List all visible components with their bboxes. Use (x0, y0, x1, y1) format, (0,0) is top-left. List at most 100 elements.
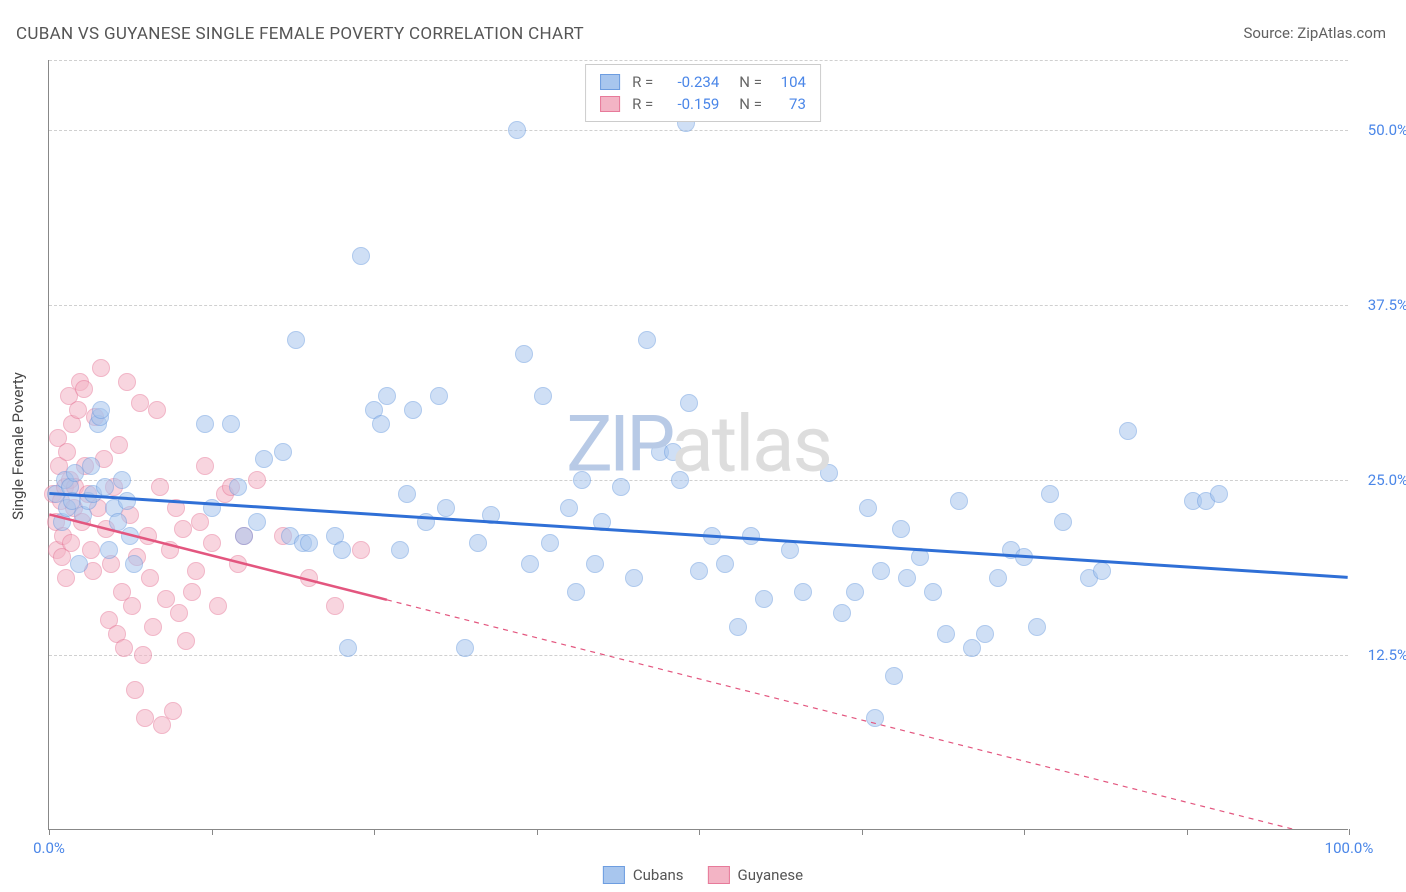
data-point (898, 569, 916, 587)
data-point (352, 541, 370, 559)
data-point (203, 534, 221, 552)
n-value-guyanese: 73 (774, 95, 806, 113)
data-point (372, 415, 390, 433)
data-point (75, 380, 93, 398)
data-point (1041, 485, 1059, 503)
data-point (161, 541, 179, 559)
data-point (1119, 422, 1137, 440)
data-point (113, 471, 131, 489)
data-point (567, 583, 585, 601)
data-point (177, 632, 195, 650)
swatch-guyanese-bottom (708, 866, 730, 884)
data-point (515, 345, 533, 363)
data-point (892, 520, 910, 538)
data-point (136, 709, 154, 727)
legend-row-guyanese: R = -0.159 N = 73 (600, 93, 806, 115)
y-tick-label: 12.5% (1368, 646, 1406, 664)
data-point (70, 555, 88, 573)
data-point (508, 121, 526, 139)
data-point (183, 583, 201, 601)
data-point (586, 555, 604, 573)
data-point (123, 597, 141, 615)
x-tick-label: 100.0% (1325, 839, 1374, 857)
data-point (859, 499, 877, 517)
data-point (352, 247, 370, 265)
series-legend: Cubans Guyanese (603, 866, 803, 884)
data-point (950, 492, 968, 510)
data-point (287, 331, 305, 349)
watermark: ZIPatlas (566, 399, 831, 490)
data-point (437, 499, 455, 517)
data-point (92, 359, 110, 377)
data-point (326, 597, 344, 615)
data-point (417, 513, 435, 531)
x-tick (374, 829, 375, 835)
data-point (664, 443, 682, 461)
data-point (229, 478, 247, 496)
data-point (139, 527, 157, 545)
data-point (671, 471, 689, 489)
correlation-legend: R = -0.234 N = 104 R = -0.159 N = 73 (585, 64, 821, 122)
legend-item-cubans: Cubans (603, 866, 684, 884)
x-tick-label: 0.0% (33, 839, 65, 857)
data-point (781, 541, 799, 559)
data-point (690, 562, 708, 580)
data-point (121, 527, 139, 545)
data-point (144, 618, 162, 636)
data-point (521, 555, 539, 573)
data-point (333, 541, 351, 559)
data-point (625, 569, 643, 587)
data-point (911, 548, 929, 566)
data-point (742, 527, 760, 545)
data-point (274, 443, 292, 461)
data-point (131, 394, 149, 412)
swatch-cubans-bottom (603, 866, 625, 884)
gridline (49, 305, 1348, 306)
data-point (716, 555, 734, 573)
legend-item-guyanese: Guyanese (708, 866, 804, 884)
data-point (96, 478, 114, 496)
x-tick (49, 829, 50, 835)
data-point (110, 436, 128, 454)
data-point (118, 492, 136, 510)
data-point (391, 541, 409, 559)
data-point (430, 387, 448, 405)
r-value-cubans: -0.234 (665, 73, 719, 91)
gridline (49, 130, 1348, 131)
data-point (170, 604, 188, 622)
data-point (820, 464, 838, 482)
data-point (141, 569, 159, 587)
trend-lines (49, 60, 1348, 829)
data-point (148, 401, 166, 419)
data-point (469, 534, 487, 552)
data-point (560, 499, 578, 517)
gridline (49, 60, 1348, 61)
data-point (187, 562, 205, 580)
data-point (248, 471, 266, 489)
y-tick-label: 50.0% (1368, 121, 1406, 139)
data-point (209, 597, 227, 615)
x-tick (212, 829, 213, 835)
data-point (62, 534, 80, 552)
data-point (456, 639, 474, 657)
x-tick (1024, 829, 1025, 835)
data-point (235, 527, 253, 545)
data-point (126, 681, 144, 699)
data-point (82, 457, 100, 475)
data-point (92, 401, 110, 419)
data-point (398, 485, 416, 503)
data-point (703, 527, 721, 545)
data-point (248, 513, 266, 531)
data-point (222, 415, 240, 433)
data-point (118, 373, 136, 391)
data-point (167, 499, 185, 517)
data-point (203, 499, 221, 517)
x-tick (699, 829, 700, 835)
legend-row-cubans: R = -0.234 N = 104 (600, 71, 806, 93)
data-point (134, 646, 152, 664)
data-point (57, 569, 75, 587)
x-tick (537, 829, 538, 835)
data-point (846, 583, 864, 601)
data-point (573, 471, 591, 489)
data-point (229, 555, 247, 573)
